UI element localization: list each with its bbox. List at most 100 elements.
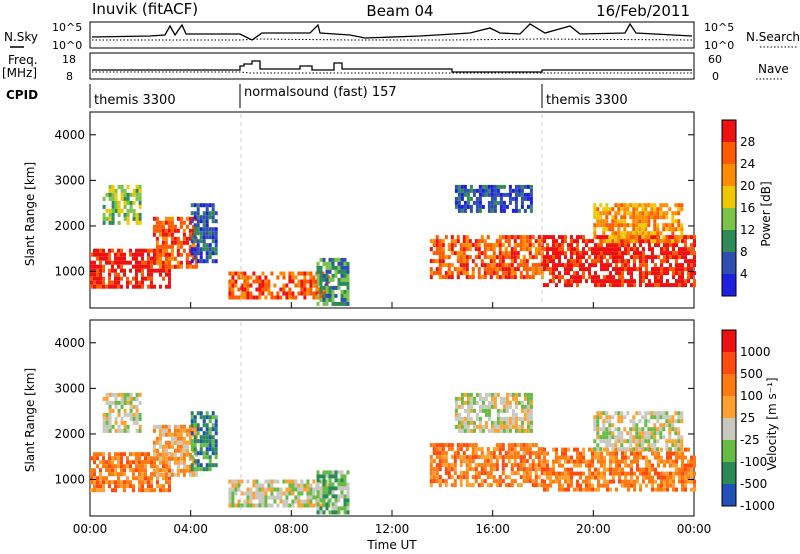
- echo-cell: [158, 424, 162, 429]
- echo-cell: [185, 264, 189, 269]
- echo-cell: [498, 443, 502, 448]
- echo-cell: [633, 263, 636, 268]
- echo-cell: [322, 277, 326, 282]
- echo-cell: [249, 291, 253, 296]
- echo-cell: [312, 295, 316, 300]
- echo-cell: [629, 439, 633, 444]
- echo-cell: [678, 279, 681, 284]
- echo-cell: [602, 435, 606, 440]
- echo-cell: [228, 283, 232, 288]
- echo-cell: [602, 223, 606, 228]
- echo-cell: [472, 408, 476, 413]
- echo-cell: [170, 456, 174, 461]
- echo-cell: [558, 275, 561, 280]
- echo-cell: [246, 479, 250, 484]
- echo-cell: [117, 264, 120, 269]
- echo-cell: [486, 455, 490, 460]
- echo-cell: [645, 283, 648, 288]
- echo-cell: [147, 456, 150, 461]
- echo-cell: [141, 472, 144, 477]
- echo-cell: [620, 235, 624, 240]
- echo-cell: [190, 443, 194, 448]
- echo-cell: [626, 439, 630, 444]
- echo-cell: [687, 447, 690, 452]
- echo-cell: [579, 255, 582, 260]
- echo-cell: [441, 455, 445, 460]
- echo-cell: [489, 459, 493, 464]
- echo-cell: [659, 203, 663, 208]
- echo-cell: [526, 404, 530, 409]
- echo-cell: [466, 420, 470, 425]
- echo-cell: [507, 255, 511, 260]
- echo-cell: [573, 459, 576, 464]
- echo-cell: [537, 251, 541, 256]
- echo-cell: [114, 472, 117, 477]
- echo-cell: [659, 435, 663, 440]
- echo-cell: [99, 256, 102, 261]
- echo-cell: [117, 408, 121, 413]
- echo-cell: [499, 400, 503, 405]
- echo-cell: [123, 424, 127, 429]
- echo-cell: [614, 223, 618, 228]
- echo-cell: [477, 271, 481, 276]
- echo-cell: [453, 459, 457, 464]
- echo-cell: [208, 435, 212, 440]
- echo-cell: [687, 267, 690, 272]
- echo-cell: [654, 263, 657, 268]
- echo-cell: [647, 443, 651, 448]
- echo-cell: [629, 435, 633, 440]
- echo-cell: [567, 479, 570, 484]
- echo-cell: [594, 263, 597, 268]
- x-tick-label: 00:00: [73, 522, 108, 536]
- echo-cell: [662, 215, 666, 220]
- echo-cell: [599, 239, 603, 244]
- echo-cell: [105, 412, 109, 417]
- echo-cell: [306, 487, 310, 492]
- echo-cell: [450, 463, 454, 468]
- echo-cell: [653, 431, 657, 436]
- echo-cell: [626, 231, 630, 236]
- echo-cell: [656, 411, 660, 416]
- echo-cell: [623, 415, 627, 420]
- echo-cell: [501, 263, 505, 268]
- echo-cell: [615, 283, 618, 288]
- echo-cell: [665, 215, 669, 220]
- echo-cell: [179, 440, 183, 445]
- echo-cell: [211, 251, 215, 256]
- echo-cell: [132, 404, 136, 409]
- echo-cell: [316, 265, 320, 270]
- echo-cell: [490, 428, 494, 433]
- echo-cell: [647, 447, 651, 452]
- echo-cell: [306, 479, 310, 484]
- echo-cell: [185, 256, 189, 261]
- echo-cell: [552, 459, 555, 464]
- echo-cell: [156, 268, 159, 273]
- echo-cell: [205, 251, 209, 256]
- echo-cell: [596, 207, 600, 212]
- echo-cell: [123, 488, 126, 493]
- echo-cell: [671, 227, 675, 232]
- echo-cell: [199, 255, 203, 260]
- echo-cell: [626, 447, 630, 452]
- echo-cell: [185, 260, 189, 265]
- echo-cell: [331, 297, 335, 302]
- echo-cell: [507, 483, 511, 488]
- echo-cell: [93, 456, 96, 461]
- echo-cell: [165, 480, 168, 485]
- echo-cell: [528, 451, 532, 456]
- echo-cell: [511, 188, 515, 193]
- echo-cell: [294, 487, 298, 492]
- echo-cell: [486, 447, 490, 452]
- echo-cell: [621, 271, 624, 276]
- echo-cell: [508, 420, 512, 425]
- echo-cell: [600, 251, 603, 256]
- echo-cell: [629, 443, 633, 448]
- echo-cell: [665, 203, 669, 208]
- echo-cell: [188, 232, 192, 237]
- echo-cell: [114, 480, 117, 485]
- echo-cell: [117, 424, 121, 429]
- echo-cell: [460, 416, 464, 421]
- echo-cell: [677, 431, 681, 436]
- echo-cell: [152, 424, 156, 429]
- echo-cell: [480, 483, 484, 488]
